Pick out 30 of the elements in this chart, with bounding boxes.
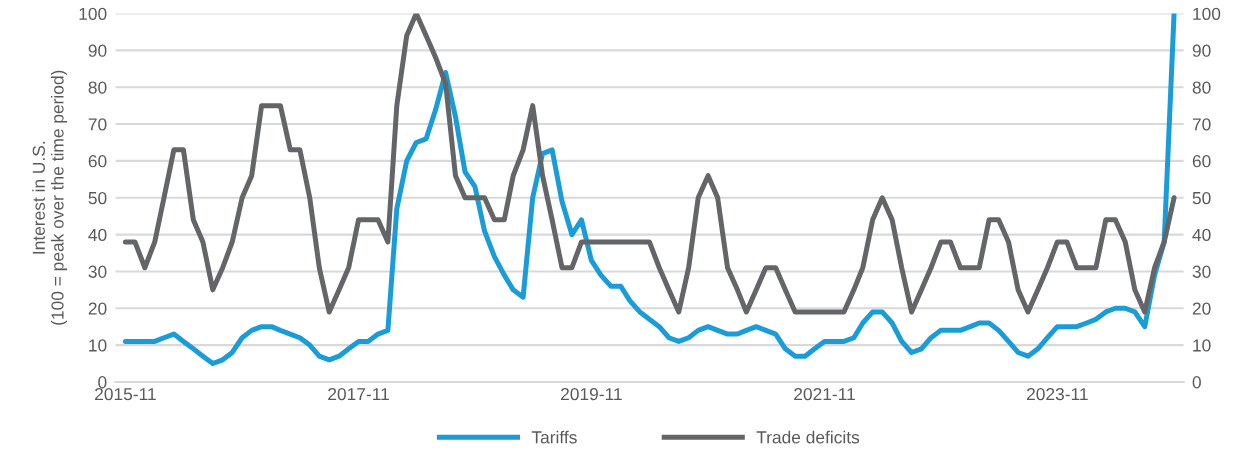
y2-tick-label: 0: [1192, 376, 1201, 389]
y-tick-label: 70: [88, 118, 107, 131]
y-tick-label: 80: [88, 81, 107, 94]
y2-tick-label: 70: [1192, 118, 1211, 131]
y2-tick-label: 50: [1192, 191, 1211, 205]
x-tick-label: 2021-11: [794, 387, 855, 401]
y-tick-label: 30: [88, 265, 107, 278]
y2-tick-label: 40: [1192, 228, 1211, 242]
y-tick-label: 20: [88, 302, 107, 315]
y-tick-label: 100: [79, 7, 107, 21]
y2-tick-label: 30: [1192, 265, 1211, 278]
x-tick-label: 2023-11: [1026, 387, 1088, 401]
y-tick-label: 90: [88, 44, 107, 57]
y2-tick-label: 60: [1192, 155, 1211, 168]
y-tick-label: 60: [88, 155, 107, 168]
y-axis-title: Interest in U.S. (100 = peak over the time period): [32, 70, 68, 325]
y2-tick-label: 10: [1193, 339, 1211, 352]
x-tick-label: 2019-11: [561, 387, 622, 401]
y-tick-label: 10: [89, 339, 107, 352]
y2-tick-label: 80: [1192, 81, 1211, 94]
x-tick-label: 2017-11: [328, 387, 389, 401]
legend-label: Tariffs: [531, 430, 577, 444]
y2-tick-label: 100: [1193, 7, 1221, 21]
legend-label: Trade deficits: [756, 430, 860, 444]
y2-tick-label: 20: [1192, 302, 1211, 315]
y-tick-label: 50: [88, 191, 107, 205]
y-tick-label: 40: [88, 228, 107, 242]
y2-tick-label: 90: [1192, 44, 1211, 57]
y-tick-label: 0: [98, 376, 107, 389]
x-tick-label: 2015-11: [95, 387, 156, 401]
